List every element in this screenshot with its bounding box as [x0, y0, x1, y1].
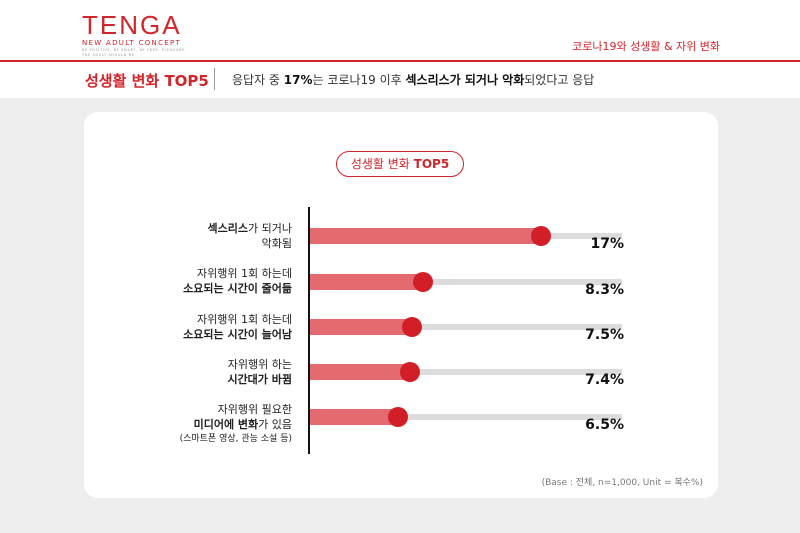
- summary-highlight: 섹스리스가 되거나 악화: [405, 73, 525, 87]
- category-label-4: 자위행위 하는 시간대가 바뀜: [227, 357, 292, 387]
- category-5-line1: 자위행위 필요한: [217, 403, 292, 416]
- value-label-2: 8.3%: [585, 282, 624, 298]
- category-1-bold: 섹스리스: [207, 222, 249, 235]
- value-label-4: 7.4%: [585, 372, 624, 388]
- pill-text: 성생활 변화: [350, 157, 414, 171]
- pill-bold-text: TOP5: [413, 157, 450, 171]
- category-2-line1: 자위행위 1회 하는데: [197, 267, 292, 280]
- category-3-bold: 소요되는 시간이 늘어남: [183, 328, 292, 341]
- category-5-rest: 가 있음: [258, 418, 292, 431]
- bar-3: [310, 319, 412, 335]
- section-title: 성생활 변화 TOP5: [85, 72, 209, 90]
- category-label-1: 섹스리스가 되거나 악화됨: [208, 221, 292, 251]
- bar-track-4: [310, 369, 622, 375]
- value-label-1: 17%: [590, 236, 624, 252]
- title-bar: [0, 62, 800, 98]
- page-header: [0, 0, 800, 60]
- summary-text: 응답자 중 17%는 코로나19 이후 섹스리스가 되거나 악화되었다고 응답: [232, 71, 594, 88]
- tenga-logo: TENGA NEW ADULT CONCEPT BE POSITIVE, BE …: [82, 12, 192, 57]
- chart-axis-line: [308, 207, 310, 454]
- summary-percent: 17%: [283, 73, 313, 87]
- bar-2: [310, 274, 423, 290]
- bar-end-dot-4: [400, 362, 421, 382]
- summary-pre: 응답자 중: [232, 73, 284, 87]
- topic-label: 코로나19와 성생활 & 자위 변화: [572, 40, 720, 53]
- category-1-rest: 가 되거나: [248, 222, 292, 235]
- bar-end-dot-5: [388, 407, 409, 427]
- logo-fineprint: BE POSITIVE, BE SMART, BE FREE. PLEASURE…: [82, 48, 187, 57]
- bar-end-dot-3: [401, 317, 422, 337]
- category-label-5: 자위행위 필요한 미디어에 변화가 있음 (스마트폰 영상, 관능 소설 등): [180, 402, 292, 447]
- logo-wordmark: TENGA: [82, 10, 182, 40]
- summary-mid: 는 코로나19 이후: [312, 73, 406, 87]
- bar-end-dot-1: [530, 226, 551, 246]
- bar-end-dot-2: [412, 272, 433, 292]
- category-5-bold: 미디어에 변화: [193, 418, 259, 431]
- category-1-line2: 악화됨: [261, 237, 292, 250]
- bar-4: [310, 364, 411, 380]
- bar-track-3: [310, 324, 622, 330]
- value-label-3: 7.5%: [585, 327, 624, 343]
- category-label-2: 자위행위 1회 하는데 소요되는 시간이 줄어듦: [183, 266, 292, 296]
- header-rule: [0, 60, 800, 62]
- category-label-3: 자위행위 1회 하는데 소요되는 시간이 늘어남: [183, 312, 292, 342]
- chart-title-pill: 성생활 변화 TOP5: [336, 151, 464, 177]
- category-3-line1: 자위행위 1회 하는데: [197, 313, 292, 326]
- category-4-bold: 시간대가 바뀜: [227, 373, 292, 386]
- category-2-bold: 소요되는 시간이 줄어듦: [183, 282, 292, 295]
- bar-track-2: [310, 279, 622, 285]
- bar-5: [310, 409, 399, 425]
- bar-1: [310, 228, 541, 244]
- base-footnote: (Base : 전체, n=1,000, Unit = 복수%): [541, 478, 703, 488]
- category-4-line1: 자위행위 하는: [227, 358, 292, 371]
- value-label-5: 6.5%: [585, 417, 624, 433]
- bar-track-5: [310, 414, 622, 420]
- logo-tagline: NEW ADULT CONCEPT: [82, 39, 182, 47]
- summary-post: 되었다고 응답: [524, 73, 595, 87]
- category-5-note: (스마트폰 영상, 관능 소설 등): [179, 434, 292, 444]
- title-divider: [214, 68, 215, 90]
